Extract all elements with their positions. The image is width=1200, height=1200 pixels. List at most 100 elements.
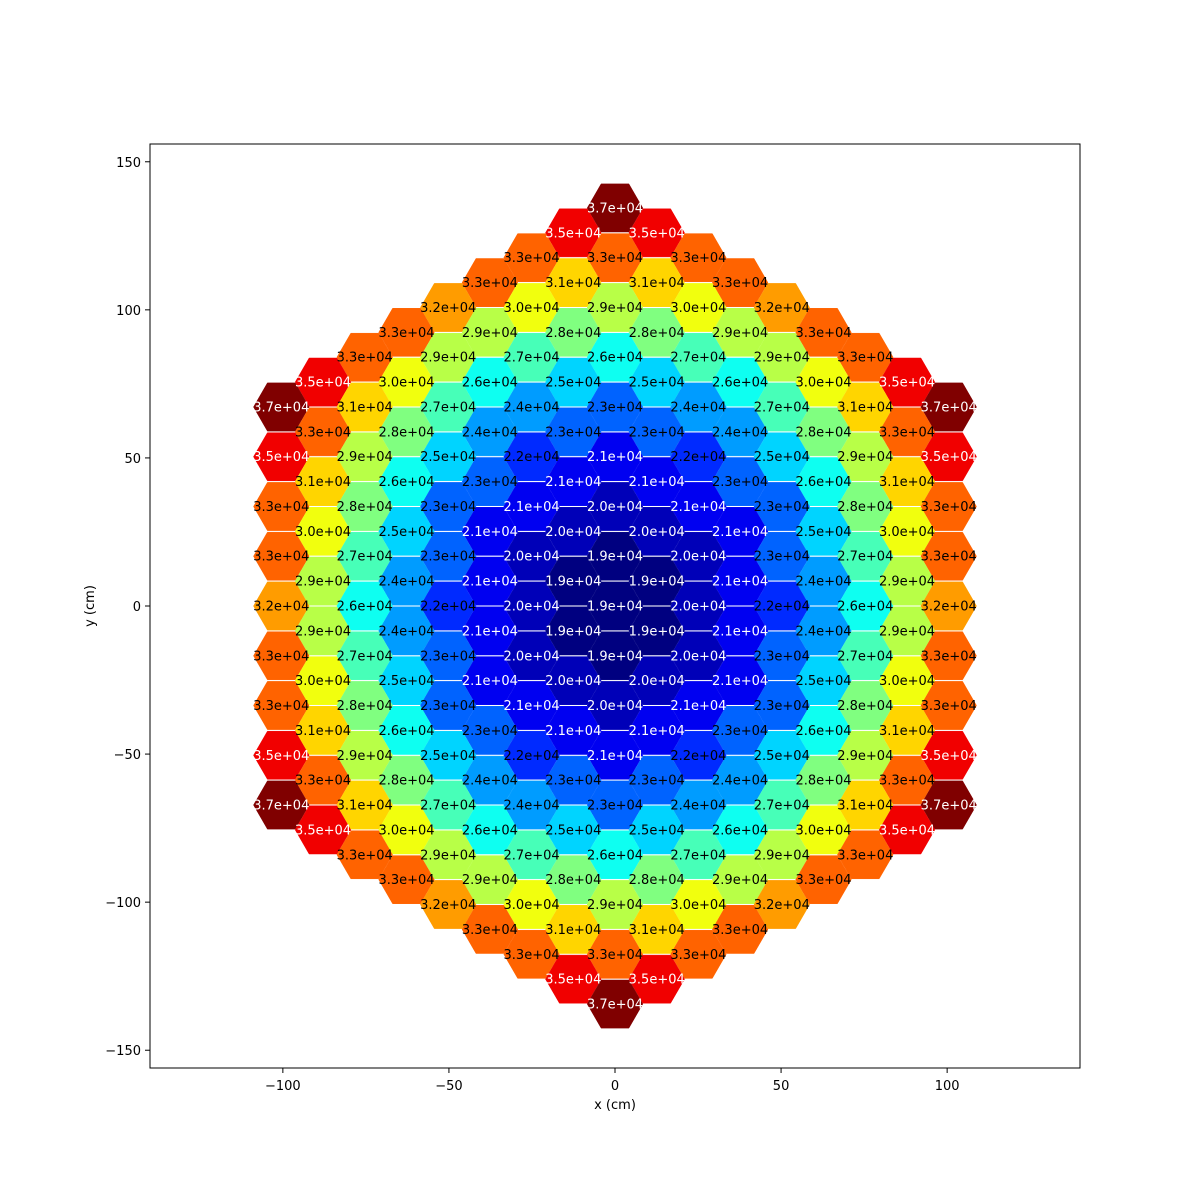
- hex-cell-value-label: 3.7e+04: [921, 401, 977, 416]
- hex-cell-value-label: 2.5e+04: [629, 823, 685, 838]
- hex-cell: [753, 730, 810, 780]
- hex-cell-value-label: 3.3e+04: [378, 326, 434, 341]
- hex-cell: [670, 332, 727, 382]
- hex-cell-value-label: 3.3e+04: [462, 923, 518, 938]
- hex-cell: [461, 606, 518, 656]
- hex-cell-value-label: 3.2e+04: [420, 301, 476, 316]
- hex-cell: [461, 855, 518, 904]
- hex-cell: [545, 507, 602, 556]
- hex-cell: [670, 929, 727, 979]
- hex-cell: [878, 706, 936, 755]
- hex-cell-value-label: 2.4e+04: [504, 799, 560, 814]
- hex-cell: [461, 258, 518, 307]
- hex-cell: [461, 357, 518, 407]
- hex-cell-value-label: 2.0e+04: [587, 699, 643, 714]
- hex-cell-value-label: 2.9e+04: [837, 450, 893, 465]
- hex-cell-value-label: 3.1e+04: [879, 475, 935, 490]
- hex-cell-value-label: 2.8e+04: [378, 774, 434, 789]
- hex-cell: [837, 581, 894, 631]
- hex-cell: [378, 308, 435, 357]
- hex-cell-value-label: 2.5e+04: [378, 525, 434, 540]
- hex-cell: [253, 681, 310, 730]
- hex-cell: [378, 855, 435, 904]
- x-tick-label: 100: [935, 1079, 960, 1094]
- hex-cell-value-label: 2.5e+04: [629, 376, 685, 391]
- hex-cells-layer: [253, 183, 977, 1029]
- hex-cell-value-label: 2.8e+04: [337, 699, 393, 714]
- hex-cell: [837, 482, 894, 531]
- hex-cell-value-label: 2.7e+04: [754, 401, 810, 416]
- hex-cell: [670, 382, 727, 432]
- hex-cell-value-label: 1.9e+04: [629, 624, 685, 639]
- hex-cell-value-label: 3.7e+04: [921, 799, 977, 814]
- hex-cell: [253, 432, 310, 482]
- hex-cell-value-label: 3.3e+04: [837, 848, 893, 863]
- hex-cell-value-label: 3.0e+04: [795, 823, 851, 838]
- hex-cell: [294, 706, 352, 755]
- hex-cell-value-label: 2.6e+04: [795, 724, 851, 739]
- hex-cell: [503, 382, 560, 432]
- hex-cell-value-label: 2.5e+04: [795, 525, 851, 540]
- hex-cell-value-label: 2.9e+04: [587, 301, 643, 316]
- hex-cell-value-label: 3.3e+04: [670, 948, 726, 963]
- y-axis-label: y (cm): [83, 585, 98, 627]
- hex-cell-value-label: 3.1e+04: [545, 276, 601, 291]
- hex-cell: [503, 332, 560, 382]
- hex-cell-value-label: 2.8e+04: [837, 699, 893, 714]
- hex-cell: [878, 507, 936, 556]
- y-tick-label: 50: [124, 452, 141, 467]
- y-tick-label: 100: [116, 304, 141, 319]
- hex-cell: [586, 482, 644, 531]
- hex-cell-value-label: 3.5e+04: [295, 823, 351, 838]
- hex-cell: [878, 805, 936, 855]
- hex-cell-value-label: 2.4e+04: [795, 575, 851, 590]
- y-axis-ticks: −150 −100 −50 0 50 100 150: [105, 156, 150, 1059]
- hex-cell-value-label: 3.0e+04: [295, 674, 351, 689]
- hex-cell-value-label: 2.9e+04: [754, 848, 810, 863]
- hex-cell-value-label: 2.0e+04: [670, 550, 726, 565]
- hex-cell-value-label: 2.8e+04: [795, 774, 851, 789]
- hex-cell-value-label: 2.1e+04: [504, 699, 560, 714]
- hex-cell: [545, 457, 602, 506]
- y-tick-label: −150: [105, 1044, 141, 1059]
- hex-cell: [378, 507, 435, 556]
- hex-cell-value-label: 2.9e+04: [587, 898, 643, 913]
- hex-cell-value-label: 2.1e+04: [712, 624, 768, 639]
- hex-cell-value-label: 2.3e+04: [712, 475, 768, 490]
- hex-cell-value-label: 2.9e+04: [462, 873, 518, 888]
- hex-cell: [670, 730, 727, 780]
- hex-cell-value-label: 2.4e+04: [378, 624, 434, 639]
- hex-cell: [586, 830, 644, 880]
- hex-cell-value-label: 2.1e+04: [545, 724, 601, 739]
- hex-cell-value-label: 3.5e+04: [629, 226, 685, 241]
- hex-cell-value-label: 3.2e+04: [921, 600, 977, 615]
- hex-cell-value-label: 3.2e+04: [754, 898, 810, 913]
- hex-cell: [753, 432, 810, 482]
- hex-cell-value-label: 3.7e+04: [253, 401, 309, 416]
- hex-cell-value-label: 3.3e+04: [795, 873, 851, 888]
- hex-cell-value-label: 3.1e+04: [837, 401, 893, 416]
- hex-cell-value-label: 1.9e+04: [545, 575, 601, 590]
- hex-cell-value-label: 3.3e+04: [921, 550, 977, 565]
- hex-cell: [920, 581, 977, 631]
- hex-cell: [837, 382, 894, 432]
- hex-cell: [628, 706, 685, 755]
- hex-cell: [586, 929, 644, 979]
- hex-cell-value-label: 3.3e+04: [295, 425, 351, 440]
- hex-cell: [628, 905, 685, 954]
- hex-cell: [878, 407, 936, 457]
- x-tick-label: −100: [265, 1079, 301, 1094]
- hex-cell-value-label: 2.0e+04: [504, 550, 560, 565]
- hex-cell: [753, 880, 810, 929]
- hex-cell-value-label: 3.0e+04: [670, 898, 726, 913]
- hex-cell-value-label: 2.5e+04: [545, 376, 601, 391]
- hex-cell: [670, 283, 727, 332]
- hex-cell-value-label: 3.3e+04: [504, 251, 560, 266]
- hex-cell: [920, 681, 977, 730]
- hex-cell: [545, 556, 602, 606]
- hex-cell: [586, 283, 644, 332]
- hex-cell-value-label: 2.3e+04: [420, 500, 476, 515]
- hex-cell-value-label: 3.3e+04: [712, 276, 768, 291]
- hex-cell: [795, 357, 852, 407]
- hex-cell: [503, 631, 560, 681]
